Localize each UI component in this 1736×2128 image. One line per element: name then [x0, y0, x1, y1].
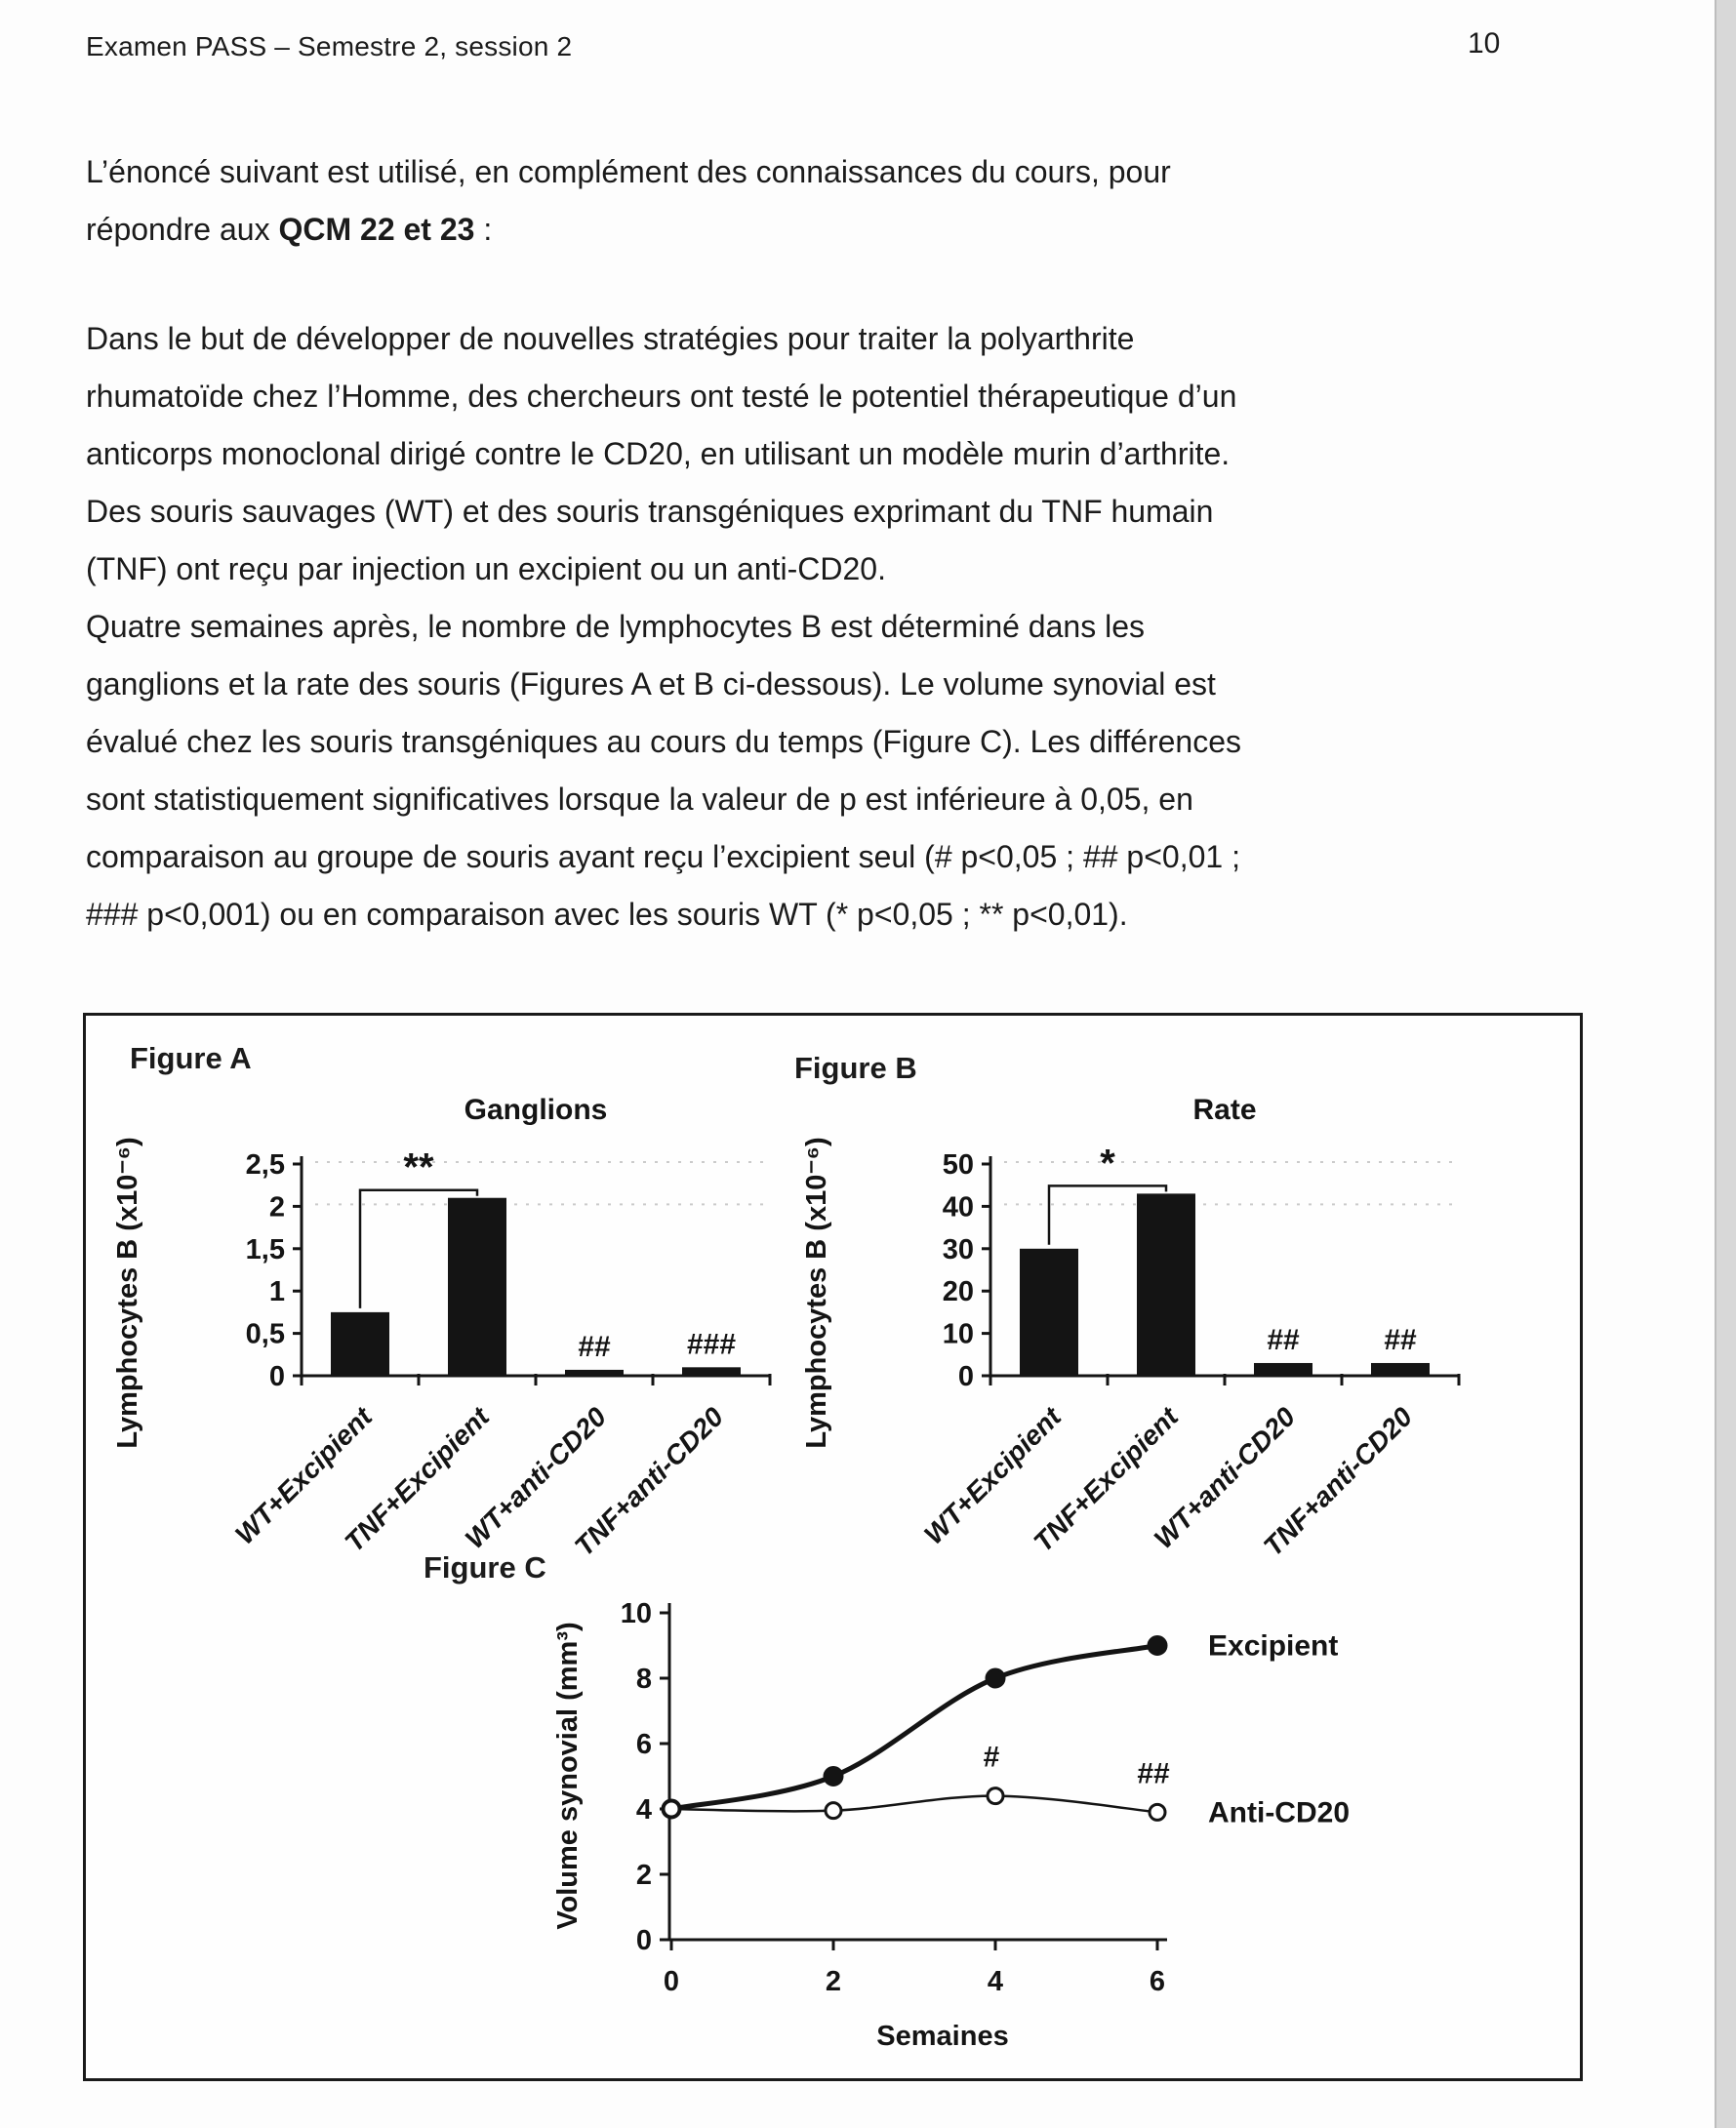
y-tick-label: 8 — [636, 1664, 652, 1695]
body-paragraph: Dans le but de développer de nouvelles s… — [86, 321, 1242, 932]
intro-paragraph: L’énoncé suivant est utilisé, en complém… — [86, 143, 1306, 259]
sig-label: ** — [403, 1146, 434, 1189]
bar-annotation: ## — [1267, 1324, 1300, 1356]
figure-a-chart: Ganglions Lymphocytes B (x10⁻⁶) 0 0,5 1 1,5 2 2… — [92, 1088, 775, 1641]
y-axis-title: Lymphocytes B (x10⁻⁶) — [112, 1137, 143, 1448]
figureC-svg: Volume synovial (mm³) 0 2 4 6 8 10 0 2 4 6 Semaines… — [552, 1598, 1350, 2052]
data-point-excipient — [823, 1766, 844, 1787]
figure-b-chart: Rate Lymphocytes B (x10⁻⁶) 0 10 20 30 40 50 ## ##… — [781, 1088, 1464, 1641]
y-axis-title: Volume synovial (mm³) — [552, 1622, 584, 1929]
y-tick-label: 2 — [636, 1860, 652, 1891]
y-tick-label: 4 — [636, 1794, 652, 1826]
bar-annotation: ## — [1384, 1324, 1417, 1356]
sig-label: * — [1100, 1142, 1115, 1184]
chart-title: Rate — [1192, 1094, 1256, 1126]
figureB-svg: Rate Lymphocytes B (x10⁻⁶) 0 10 20 30 40 50 ## ##… — [801, 1094, 1461, 1562]
data-point-excipient — [1147, 1635, 1168, 1656]
figure-c-label: Figure C — [424, 1550, 546, 1585]
data-point-anti-cd20 — [824, 1801, 843, 1821]
y-tick-label: 30 — [943, 1234, 974, 1265]
bar-annotation: ## — [578, 1331, 611, 1363]
figure-b-label: Figure B — [794, 1051, 917, 1085]
y-tick-label: 50 — [943, 1149, 974, 1181]
sig-bracket — [1047, 1184, 1168, 1245]
intro-qcm-range: QCM 22 et 23 — [278, 212, 475, 247]
data-point-anti-cd20 — [986, 1787, 1005, 1806]
scan-edge-artifact — [1715, 0, 1736, 2128]
x-tick-label: 6 — [1150, 1966, 1165, 1997]
y-axis-title: Lymphocytes B (x10⁻⁶) — [801, 1137, 832, 1448]
bar-WT+Excipient — [331, 1311, 389, 1376]
page-number: 10 — [1468, 27, 1501, 60]
series-line-excipient — [670, 1643, 1158, 1812]
x-tick-label: 4 — [988, 1966, 1003, 1997]
sig-bracket — [358, 1188, 479, 1308]
legend-anti-cd20: Anti-CD20 — [1208, 1796, 1350, 1828]
y-tick-label: 10 — [621, 1598, 652, 1629]
x-axis-title: Semaines — [876, 2021, 1008, 2052]
y-tick-label: 20 — [943, 1276, 974, 1307]
y-tick-label: 0 — [636, 1925, 652, 1956]
bar-WT+Excipient — [1020, 1248, 1078, 1376]
y-tick-label: 40 — [943, 1191, 974, 1223]
figures-panel: Figure A Figure B Ganglions Lymphocytes B… — [83, 1013, 1583, 2081]
x-tick-label: 2 — [826, 1966, 841, 1997]
y-tick-label: 10 — [943, 1319, 974, 1350]
intro-text: L’énoncé suivant est utilisé, en complém… — [86, 154, 1171, 247]
y-tick-label: 2,5 — [246, 1149, 285, 1181]
bar-TNF+anti-CD20 — [1371, 1362, 1430, 1376]
point-annotation: # — [984, 1742, 1000, 1774]
bar-TNF+Excipient — [448, 1197, 506, 1376]
intro-colon: : — [474, 212, 493, 247]
y-tick-label: 2 — [269, 1191, 285, 1223]
legend-excipient: Excipient — [1208, 1630, 1338, 1663]
bar-annotation: ### — [687, 1328, 736, 1360]
bar-TNF+anti-CD20 — [682, 1367, 741, 1376]
data-point-excipient — [985, 1667, 1006, 1689]
point-annotation: ## — [1137, 1757, 1170, 1789]
y-tick-label: 0 — [269, 1361, 285, 1392]
y-tick-label: 1,5 — [246, 1234, 285, 1265]
data-point-anti-cd20 — [662, 1799, 681, 1819]
x-tick-label: 0 — [664, 1966, 679, 1997]
figure-a-label: Figure A — [130, 1041, 252, 1075]
figure-c-chart: Volume synovial (mm³) 0 2 4 6 8 10 0 2 4 6 Semaines… — [523, 1574, 1382, 2071]
figureA-svg: Ganglions Lymphocytes B (x10⁻⁶) 0 0,5 1 1,5 2 2… — [112, 1094, 772, 1562]
y-tick-label: 0,5 — [246, 1319, 285, 1350]
series-line-anti-cd20 — [670, 1794, 1158, 1814]
bar-WT+anti-CD20 — [565, 1369, 624, 1376]
bar-WT+anti-CD20 — [1254, 1362, 1312, 1376]
bar-TNF+Excipient — [1137, 1193, 1195, 1376]
header-exam-title: Examen PASS – Semestre 2, session 2 — [86, 31, 573, 61]
chart-title: Ganglions — [464, 1094, 608, 1126]
y-tick-label: 0 — [958, 1361, 974, 1392]
data-point-anti-cd20 — [1148, 1802, 1167, 1822]
y-tick-label: 6 — [636, 1729, 652, 1760]
y-tick-label: 1 — [269, 1276, 285, 1307]
